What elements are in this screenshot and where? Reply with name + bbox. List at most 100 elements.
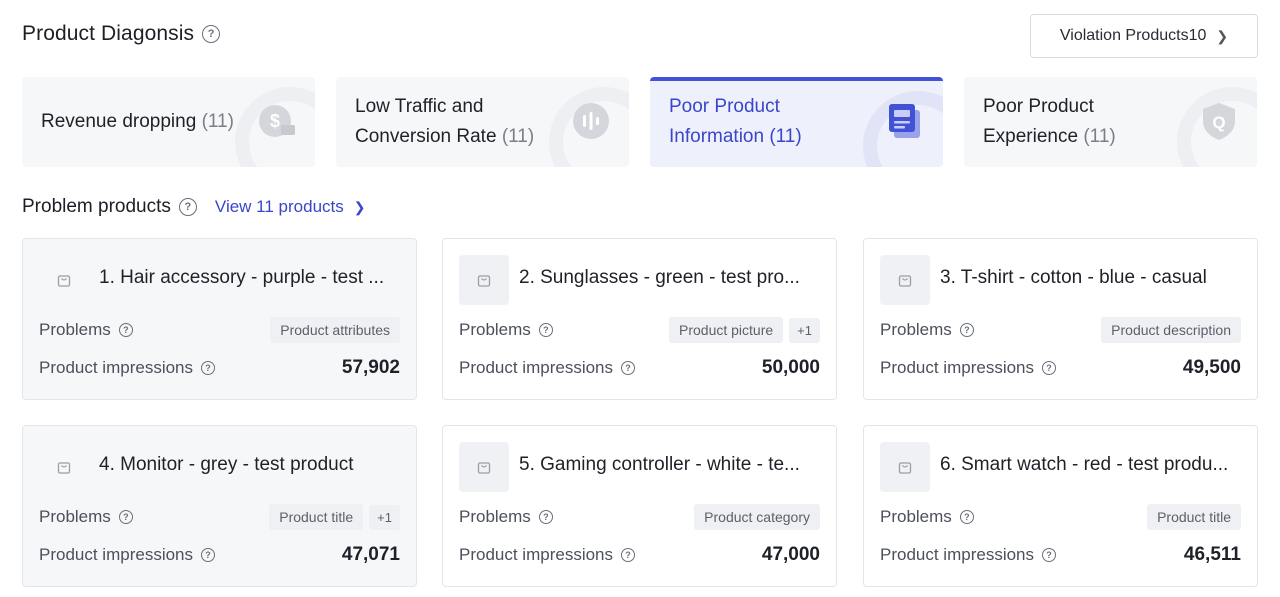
category-poor-product-information[interactable]: Poor Product Information (11): [650, 77, 943, 167]
impressions-label: Product impressions?: [880, 358, 1057, 378]
help-icon[interactable]: ?: [538, 323, 553, 337]
problems-label: Problems?: [459, 507, 553, 527]
product-title[interactable]: 6. Smart watch - red - test produ...: [940, 454, 1229, 475]
view-products-link[interactable]: View 11 products ❯: [215, 197, 366, 217]
problem-tag: Product picture: [669, 317, 784, 343]
product-card[interactable]: 2. Sunglasses - green - test pro... Probl…: [442, 238, 837, 400]
help-icon[interactable]: ?: [201, 361, 216, 375]
help-icon[interactable]: ?: [621, 361, 636, 375]
product-card[interactable]: 1. Hair accessory - purple - test ... Pro…: [22, 238, 417, 400]
impressions-label: Product impressions?: [459, 545, 636, 565]
problems-row: Problems? Product category: [459, 504, 820, 530]
product-title[interactable]: 2. Sunglasses - green - test pro...: [519, 267, 800, 288]
problems-row: Problems? Product attributes: [39, 317, 400, 343]
more-tags-badge[interactable]: +1: [369, 504, 400, 530]
category-count: (11): [501, 126, 535, 147]
product-title[interactable]: 4. Monitor - grey - test product: [99, 454, 354, 475]
problems-label: Problems?: [880, 320, 974, 340]
product-thumbnail: [880, 442, 930, 492]
help-icon[interactable]: ?: [1042, 548, 1057, 562]
page-title-text: Product Diagonsis: [22, 22, 195, 45]
impressions-value: 47,000: [761, 544, 820, 565]
svg-text:$: $: [270, 111, 280, 131]
impressions-label-text: Product impressions: [39, 545, 194, 564]
help-icon[interactable]: ?: [1042, 361, 1057, 375]
category-label: Poor Product Experience (11): [983, 92, 1116, 152]
impressions-label-text: Product impressions: [459, 358, 614, 377]
problems-label-text: Problems: [459, 320, 531, 339]
product-thumbnail: [39, 255, 89, 305]
problem-tags: Product description: [1101, 317, 1241, 343]
help-icon[interactable]: ?: [118, 510, 133, 524]
product-title[interactable]: 1. Hair accessory - purple - test ...: [99, 267, 385, 288]
problems-label-text: Problems: [39, 507, 111, 526]
problems-label: Problems?: [459, 320, 553, 340]
help-icon[interactable]: ?: [178, 198, 197, 216]
product-thumbnail: [880, 255, 930, 305]
product-title[interactable]: 3. T-shirt - cotton - blue - casual: [940, 267, 1207, 288]
impressions-value: 57,902: [341, 357, 400, 378]
product-card[interactable]: 6. Smart watch - red - test produ... Prob…: [863, 425, 1258, 587]
category-label: Revenue dropping (11): [41, 107, 234, 137]
category-poor-product-experience[interactable]: Poor Product Experience (11) Q: [964, 77, 1257, 167]
chevron-right-icon: ❯: [353, 198, 366, 215]
problem-tags: Product picture +1: [669, 317, 820, 343]
problem-tags: Product title: [1147, 504, 1241, 530]
category-label-line1: Poor Product: [669, 96, 780, 117]
violation-products-button[interactable]: Violation Products10 ❯: [1030, 14, 1258, 58]
help-icon[interactable]: ?: [538, 510, 553, 524]
shield-icon: Q: [1203, 103, 1235, 140]
problems-label-text: Problems: [39, 320, 111, 339]
product-thumbnail: [459, 255, 509, 305]
section-title: Problem products: [22, 196, 171, 217]
category-label-line2: Experience: [983, 126, 1079, 147]
impressions-value: 50,000: [761, 357, 820, 378]
product-thumbnail: [459, 442, 509, 492]
help-icon[interactable]: ?: [959, 510, 974, 524]
product-title[interactable]: 5. Gaming controller - white - te...: [519, 454, 800, 475]
impressions-label: Product impressions?: [39, 358, 216, 378]
category-label-line2: Conversion Rate: [355, 126, 497, 147]
help-icon[interactable]: ?: [201, 548, 216, 562]
impressions-value: 46,511: [1183, 544, 1241, 565]
category-count: (11): [201, 111, 234, 132]
document-icon: [889, 104, 920, 138]
problems-row: Problems? Product title: [880, 504, 1241, 530]
category-label-line1: Poor Product: [983, 96, 1094, 117]
problem-tags: Product title +1: [269, 504, 400, 530]
page-title: Product Diagonsis ?: [22, 22, 221, 46]
problem-products-header: Problem products ? View 11 products ❯: [22, 195, 365, 219]
product-card[interactable]: 3. T-shirt - cotton - blue - casual Probl…: [863, 238, 1258, 400]
violation-products-label: Violation Products10: [1059, 27, 1207, 44]
help-icon[interactable]: ?: [959, 323, 974, 337]
problem-tags: Product category: [694, 504, 820, 530]
help-icon[interactable]: ?: [118, 323, 133, 337]
category-label-line2: Information: [669, 126, 765, 147]
problems-label-text: Problems: [880, 507, 952, 526]
help-icon[interactable]: ?: [202, 25, 221, 43]
impressions-label-text: Product impressions: [39, 358, 194, 377]
svg-text:Q: Q: [1212, 113, 1225, 132]
category-low-traffic[interactable]: Low Traffic and Conversion Rate (11): [336, 77, 629, 167]
problems-label: Problems?: [39, 320, 133, 340]
view-products-label: View 11 products: [214, 197, 344, 216]
shopping-bag-icon: [477, 275, 491, 287]
impressions-label-text: Product impressions: [880, 358, 1035, 377]
help-icon[interactable]: ?: [621, 548, 636, 562]
more-tags-badge[interactable]: +1: [789, 317, 820, 343]
category-label: Poor Product Information (11): [669, 92, 802, 152]
category-revenue-dropping[interactable]: Revenue dropping (11) $: [22, 77, 315, 167]
impressions-row: Product impressions? 47,000: [459, 544, 820, 566]
product-thumbnail: [39, 442, 89, 492]
problem-tag: Product attributes: [270, 317, 400, 343]
impressions-value: 49,500: [1182, 357, 1241, 378]
impressions-value: 47,071: [341, 544, 400, 565]
product-card[interactable]: 5. Gaming controller - white - te... Prob…: [442, 425, 837, 587]
shopping-bag-icon: [477, 462, 491, 474]
impressions-row: Product impressions? 49,500: [880, 357, 1241, 379]
problem-tag: Product title: [269, 504, 364, 530]
shopping-bag-icon: [898, 462, 912, 474]
shopping-bag-icon: [57, 275, 71, 287]
product-card[interactable]: 4. Monitor - grey - test product Problems…: [22, 425, 417, 587]
impressions-row: Product impressions? 46,511: [880, 544, 1241, 566]
